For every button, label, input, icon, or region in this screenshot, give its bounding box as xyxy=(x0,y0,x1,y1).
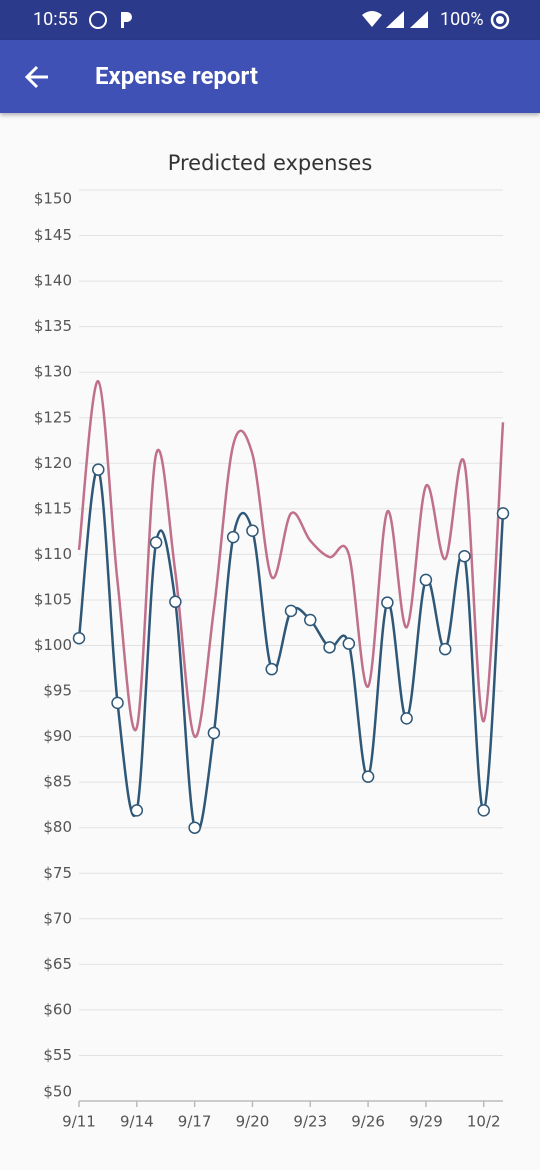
data-point xyxy=(477,804,490,817)
system-icons xyxy=(362,11,428,28)
data-point xyxy=(304,613,317,627)
data-point xyxy=(188,821,201,834)
app-bar: Expense report xyxy=(0,40,540,113)
y-tick-label: $85 xyxy=(43,773,72,791)
y-tick-label: $105 xyxy=(34,590,72,608)
series-line xyxy=(77,380,505,738)
data-point xyxy=(342,637,356,650)
x-tick-label: 9/17 xyxy=(178,1113,212,1131)
data-point xyxy=(207,726,221,740)
x-tick-label: 9/26 xyxy=(351,1113,385,1131)
battery-level: 100% xyxy=(440,9,484,30)
data-point xyxy=(226,530,240,544)
y-tick-label: $110 xyxy=(34,545,72,563)
y-tick-label: $120 xyxy=(34,454,72,472)
data-point xyxy=(361,770,375,783)
notification-icons xyxy=(89,11,132,29)
y-tick-label: $50 xyxy=(43,1083,72,1101)
x-tick-label: 9/29 xyxy=(409,1113,443,1131)
data-point xyxy=(169,595,182,609)
y-tick-label: $75 xyxy=(43,864,72,882)
app-title: Expense report xyxy=(95,62,258,90)
x-tick-label: 9/23 xyxy=(293,1113,327,1131)
data-point xyxy=(284,604,298,618)
y-tick-label: $135 xyxy=(34,317,72,335)
x-tick-label: 9/11 xyxy=(62,1113,96,1131)
data-point xyxy=(92,463,105,476)
y-tick-label: $125 xyxy=(34,408,72,426)
data-point xyxy=(496,507,510,520)
x-tick-label: 10/2 xyxy=(467,1113,501,1131)
y-tick-label: $100 xyxy=(34,636,72,654)
data-point xyxy=(458,549,471,563)
data-point xyxy=(265,662,278,676)
data-point xyxy=(400,712,413,725)
x-tick-label: 9/14 xyxy=(120,1113,154,1131)
back-button[interactable] xyxy=(24,64,50,90)
y-tick-label: $95 xyxy=(43,682,72,700)
y-tick-label: $55 xyxy=(43,1046,72,1064)
battery-icon xyxy=(490,10,510,30)
data-point xyxy=(381,596,394,609)
y-tick-label: $115 xyxy=(34,499,72,517)
y-tick-label: $145 xyxy=(34,226,72,244)
data-point xyxy=(130,804,144,817)
data-point xyxy=(149,536,163,549)
data-point xyxy=(246,524,259,537)
y-tick-label: $70 xyxy=(43,909,72,927)
y-tick-label: $65 xyxy=(43,955,72,973)
data-point xyxy=(111,696,124,710)
clock: 10:55 xyxy=(33,9,78,30)
y-tick-label: $150 xyxy=(34,190,72,208)
y-tick-label: $80 xyxy=(43,818,72,836)
y-tick-label: $130 xyxy=(34,363,72,381)
y-tick-label: $90 xyxy=(43,727,72,745)
x-tick-label: 9/20 xyxy=(236,1113,270,1131)
y-tick-label: $60 xyxy=(43,1000,72,1018)
y-tick-label: $140 xyxy=(34,272,72,290)
chart-title: Predicted expenses xyxy=(168,151,373,175)
data-point xyxy=(438,642,452,656)
data-point xyxy=(323,641,336,654)
status-bar: 10:55 100% xyxy=(0,0,540,40)
data-point xyxy=(72,631,86,645)
data-point xyxy=(419,573,433,587)
